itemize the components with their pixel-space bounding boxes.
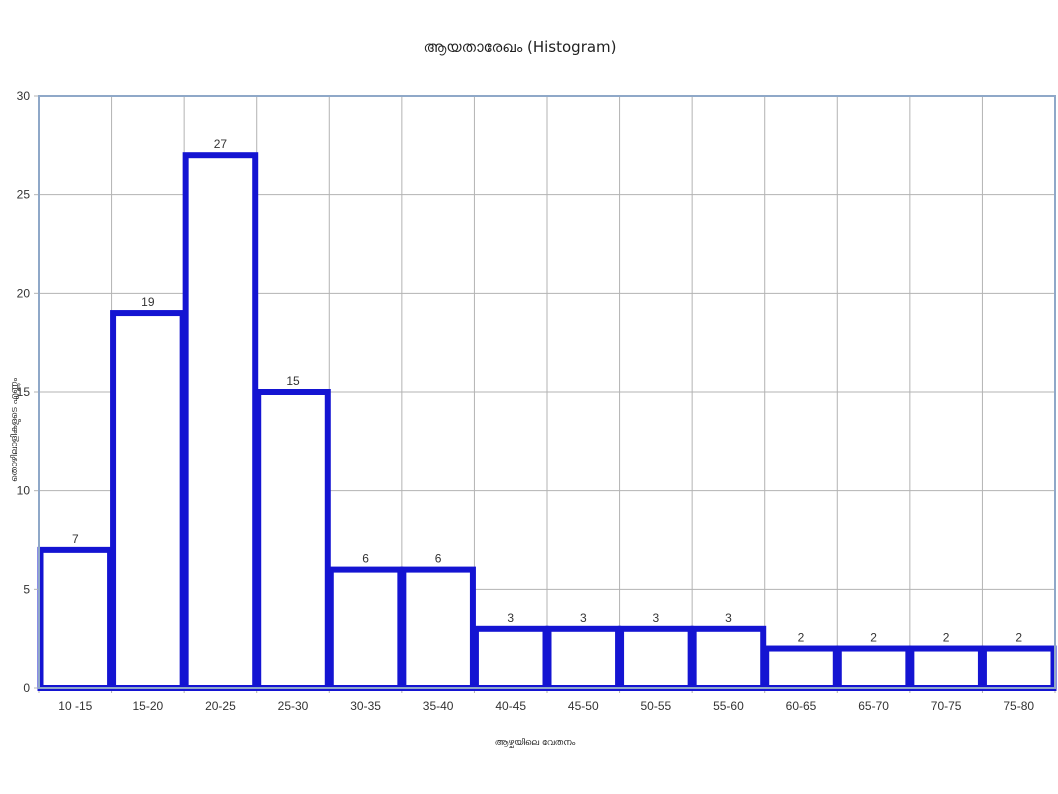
y-tick-label: 10 <box>17 484 31 498</box>
histogram-bar <box>327 566 404 691</box>
x-tick-label: 30-35 <box>350 699 381 713</box>
histogram-bar <box>110 310 186 691</box>
x-tick-label: 40-45 <box>495 699 526 713</box>
plot-frame <box>38 95 1056 689</box>
y-tick-label: 5 <box>23 582 30 596</box>
bar-value-label: 3 <box>507 611 514 625</box>
bar-value-label: 3 <box>725 611 732 625</box>
y-tick-label: 30 <box>17 89 31 103</box>
bar-value-label: 6 <box>362 552 369 566</box>
x-tick-label: 55-60 <box>713 699 744 713</box>
x-axis-title: ആഴ്ചയിലെ വേതനം <box>495 737 576 748</box>
y-tick-label: 15 <box>17 385 31 399</box>
bar-value-label: 3 <box>580 611 587 625</box>
bar-value-label: 2 <box>1015 631 1022 645</box>
y-tick-label: 20 <box>17 286 31 300</box>
y-axis-title: തൊഴിലാളികളുടെ എണ്ണം <box>9 378 22 482</box>
bar-value-label: 7 <box>72 532 79 546</box>
y-tick-label: 0 <box>23 681 30 695</box>
bar-value-label: 6 <box>435 552 442 566</box>
bar-value-label: 3 <box>653 611 660 625</box>
histogram-bar <box>980 645 1057 691</box>
x-tick-label: 20-25 <box>205 699 236 713</box>
x-tick-label: 25-30 <box>278 699 309 713</box>
x-tick-label: 75-80 <box>1003 699 1034 713</box>
x-tick-label: 45-50 <box>568 699 599 713</box>
x-tick-label: 10 -15 <box>58 699 92 713</box>
histogram-bar <box>690 625 767 691</box>
x-tick-label: 70-75 <box>931 699 962 713</box>
histogram-bar <box>472 625 549 691</box>
bar-value-label: 2 <box>943 631 950 645</box>
axes: 0 5 10 15 20 25 30 <box>17 89 1056 695</box>
data-labels: 7 10 -15 19 15-20 27 20-25 15 25-30 6 30-35 6 35-40… <box>58 137 1034 713</box>
chart-title: ആയതാരേഖം (Histogram) <box>423 38 616 56</box>
x-tick-label: 35-40 <box>423 699 454 713</box>
histogram-bar <box>37 546 114 691</box>
histogram-bar <box>618 625 694 691</box>
bar-value-label: 27 <box>214 137 228 151</box>
histogram-bar <box>908 645 984 691</box>
histogram-bar <box>182 152 259 691</box>
bars <box>37 152 1057 691</box>
histogram-bar <box>400 566 476 691</box>
x-tick-label: 15-20 <box>133 699 164 713</box>
histogram-bar <box>763 645 839 691</box>
bar-value-label: 15 <box>286 374 300 388</box>
bar-value-label: 2 <box>870 631 877 645</box>
histogram-bar <box>255 389 331 691</box>
x-tick-label: 65-70 <box>858 699 889 713</box>
histogram-bar <box>545 625 622 691</box>
y-tick-label: 25 <box>17 188 31 202</box>
x-tick-label: 60-65 <box>786 699 817 713</box>
histogram-bar <box>835 645 912 691</box>
x-tick-label: 50-55 <box>641 699 672 713</box>
bar-value-label: 2 <box>798 631 805 645</box>
bar-value-label: 19 <box>141 295 155 309</box>
